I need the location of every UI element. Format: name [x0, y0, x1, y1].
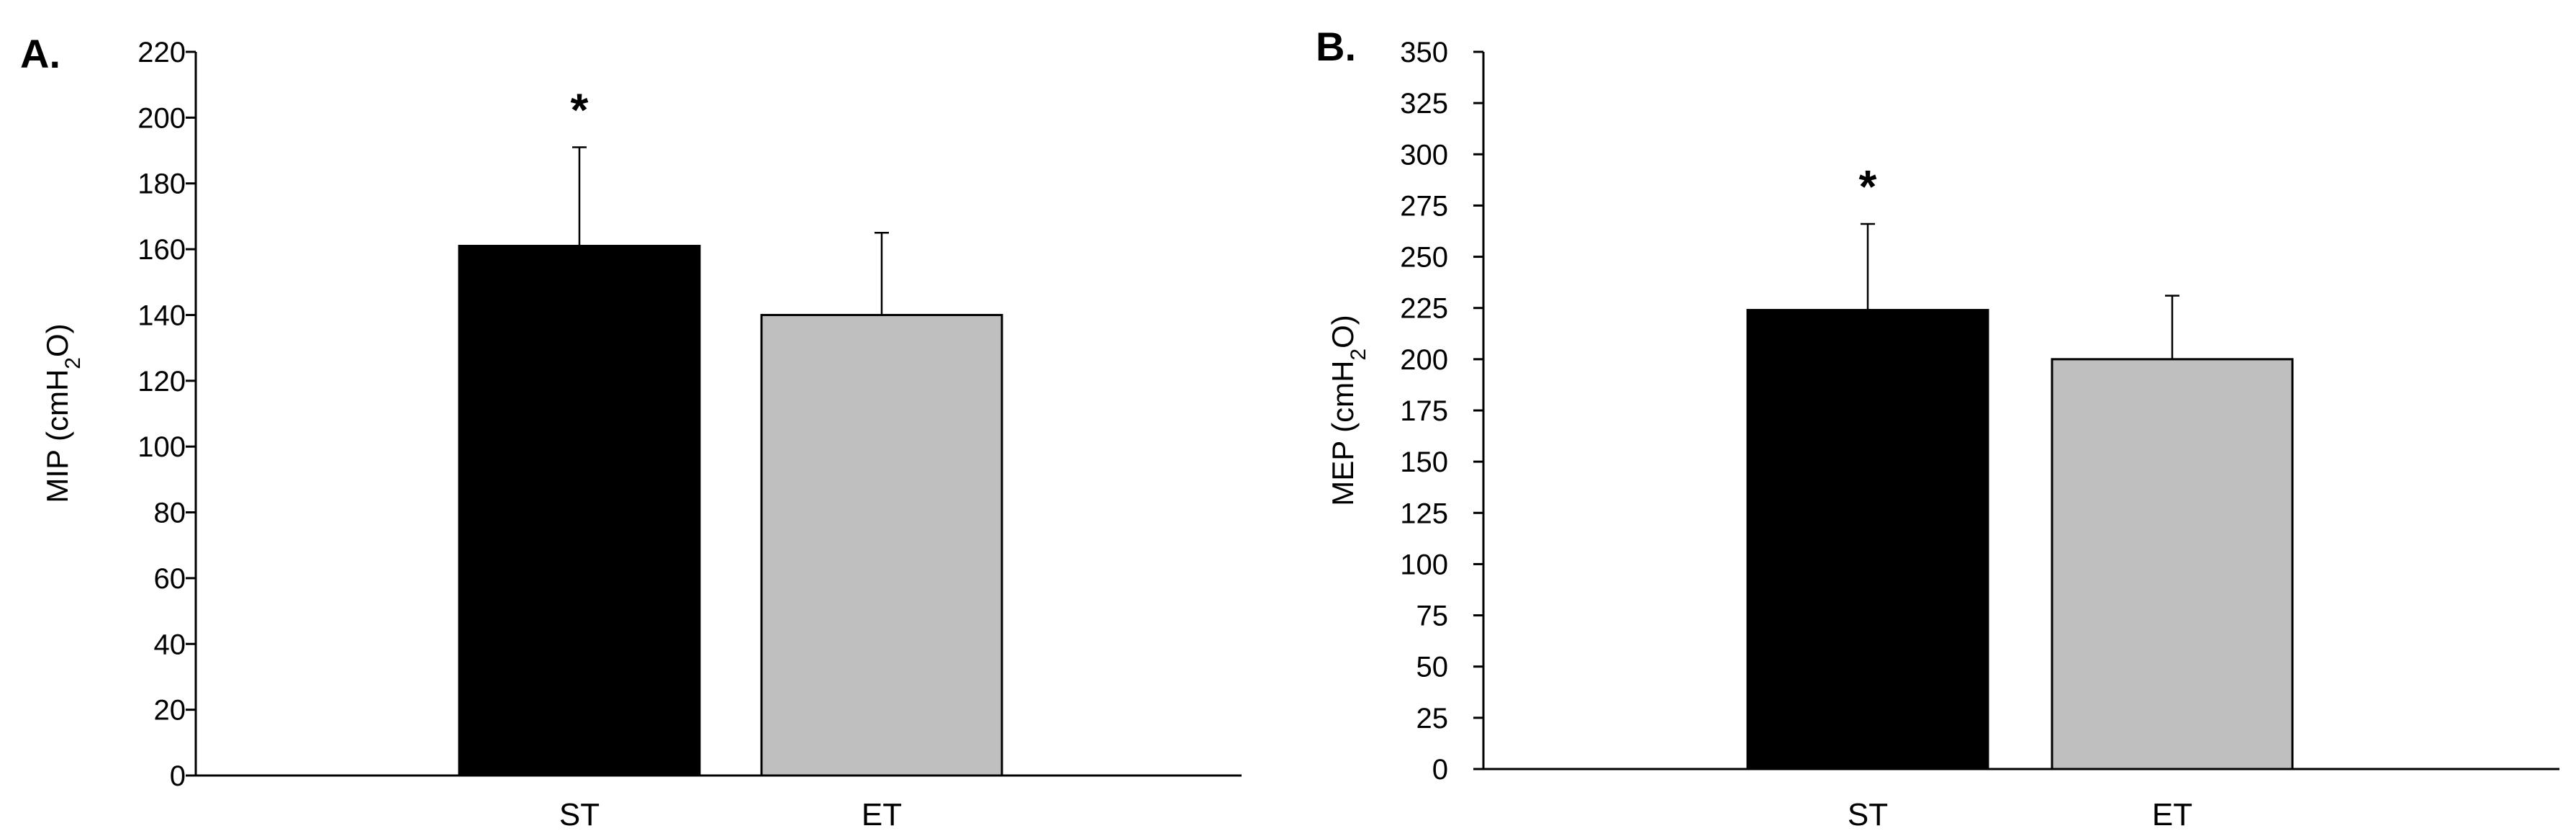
panel-b-y-tick-label: 350 — [1400, 37, 1448, 68]
panel-a-y-tick-label: 180 — [137, 168, 186, 200]
panel-b-category-label-st: ST — [1848, 797, 1888, 832]
panel-a-significance-marker-st: * — [571, 84, 589, 135]
panel-b-y-tick-label: 300 — [1400, 139, 1448, 171]
panel-b-category-label-et: ET — [2152, 797, 2192, 832]
panel-a-y-tick-label: 120 — [137, 366, 186, 397]
panel-b-bar-st — [1746, 309, 1989, 770]
panel-a-y-tick-label: 60 — [154, 563, 186, 595]
panel-b-y-tick-label: 75 — [1416, 601, 1449, 632]
panel-a-mip-chart: A. 0 20 40 60 80 100 120 140 160 180 200 220 MIP (cmH… — [20, 31, 1242, 832]
panel-a-bar-et — [760, 313, 1003, 777]
panel-a-y-tick-label: 0 — [170, 760, 186, 792]
panel-a-y-tick-label: 80 — [154, 498, 186, 529]
panel-b-y-axis-label: MEP (cmH2O) — [1326, 315, 1370, 506]
panel-b-y-tick-label: 0 — [1432, 754, 1448, 786]
panel-a-y-tick-label: 100 — [137, 431, 186, 463]
panel-a-category-label-et: ET — [862, 797, 902, 832]
panel-a-y-tick-label: 220 — [137, 37, 186, 68]
panel-a-y-tick-label: 160 — [137, 234, 186, 266]
panel-b-y-tick-label: 325 — [1400, 88, 1448, 120]
panel-b-y-tick-label: 125 — [1400, 498, 1448, 529]
panel-a-bar-st — [458, 245, 701, 777]
panel-a-y-tick-label: 140 — [137, 300, 186, 331]
panel-a-y-axis-label: MIP (cmH2O) — [40, 323, 85, 503]
panel-b-y-tick-label: 150 — [1400, 446, 1448, 478]
panel-b-mep-chart: B. 0 25 50 75 100 125 150 175 200 225 250 275 300 325 3… — [1316, 24, 2559, 832]
panel-b-y-tick-label: 25 — [1416, 703, 1449, 734]
panel-a-panel-label: A. — [20, 31, 60, 76]
panel-b-y-tick-label: 250 — [1400, 242, 1448, 274]
panel-b-significance-marker-st: * — [1859, 161, 1877, 212]
panel-b-bar-et — [2051, 358, 2294, 770]
panel-b-y-tick-label: 100 — [1400, 549, 1448, 580]
panel-b-y-tick-label: 50 — [1416, 652, 1449, 683]
panel-b-panel-label: B. — [1316, 24, 1356, 69]
panel-b-y-tick-label: 175 — [1400, 395, 1448, 427]
panel-b-y-tick-label: 200 — [1400, 344, 1448, 376]
panel-a-y-tick-label: 200 — [137, 102, 186, 134]
panel-a-y-tick-label: 40 — [154, 629, 186, 660]
panel-a-y-tick-label: 20 — [154, 695, 186, 727]
panel-a-category-label-st: ST — [559, 797, 600, 832]
panel-b-y-tick-label: 275 — [1400, 190, 1448, 222]
panel-b-y-tick-label: 225 — [1400, 293, 1448, 325]
